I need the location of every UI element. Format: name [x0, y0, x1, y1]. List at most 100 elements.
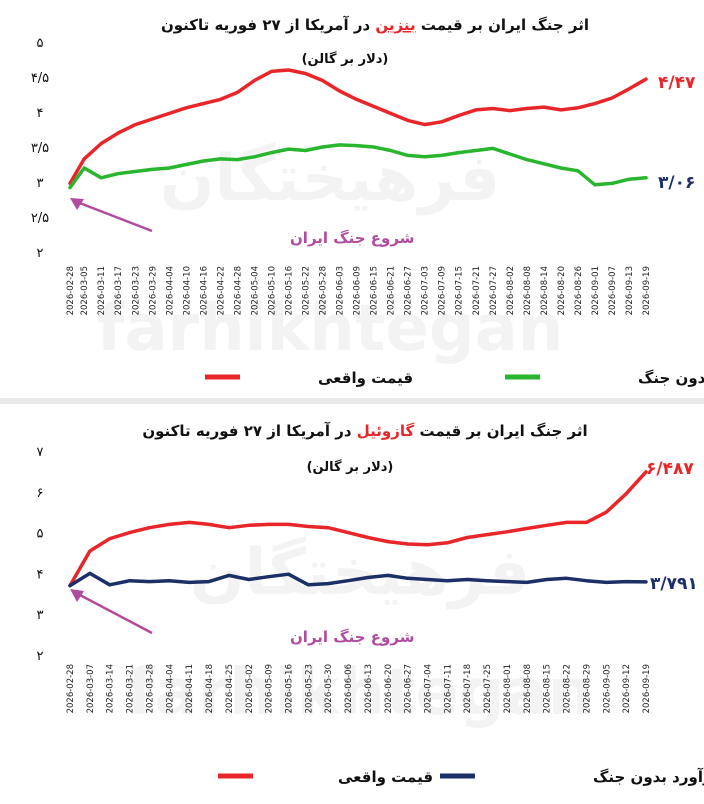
x-tick-label: 2026-07-18	[463, 664, 473, 713]
chart-subtitle: (دلار بر گالن)	[302, 51, 389, 67]
watermark: فرهیختگان	[160, 141, 500, 216]
actual-price-point	[253, 79, 256, 82]
x-tick-label: 2026-08-14	[540, 266, 550, 315]
x-tick-label: 2026-07-27	[489, 266, 499, 315]
no-war-estimate-point	[68, 584, 72, 587]
legend-baseline-label: برآورد بدون جنگ	[638, 369, 704, 387]
y-tick-label: ۵	[37, 36, 44, 51]
y-axis-ticks: ۲ ۲/۵ ۳ ۳/۵ ۴ ۴/۵ ۵	[31, 36, 49, 261]
actual-price-point	[465, 536, 469, 539]
panel-divider	[0, 398, 704, 404]
no-war-estimate-point	[287, 572, 290, 576]
legend-baseline-label: برآورد بدون جنگ	[593, 768, 704, 786]
actual-price-point	[338, 89, 341, 93]
x-tick-label: 2026-07-11	[443, 664, 453, 713]
actual-price-point	[423, 123, 427, 126]
no-war-estimate-point	[446, 579, 449, 583]
actual-price-point	[287, 523, 290, 526]
x-tick-label: 2026-06-27	[404, 266, 414, 315]
no-war-estimate-point	[116, 172, 120, 176]
y-tick-label: ۵	[37, 527, 44, 542]
no-war-estimate-point	[167, 166, 171, 170]
no-war-estimate-point	[624, 580, 628, 583]
x-tick-label: 2026-04-22	[216, 266, 226, 315]
actual-price-point	[202, 102, 205, 105]
x-tick-label: 2026-06-20	[384, 664, 394, 713]
x-tick-label: 2026-08-15	[543, 664, 553, 713]
actual-price-point	[593, 102, 597, 105]
x-tick-label: 2026-08-29	[582, 664, 592, 713]
actual-price-point	[306, 525, 310, 528]
no-war-estimate-point	[440, 154, 444, 157]
actual-price-point	[219, 98, 222, 101]
x-tick-label: 2026-08-26	[574, 266, 584, 315]
actual-price-point	[525, 107, 529, 110]
x-tick-label: 2026-02-28	[66, 266, 76, 315]
y-tick-label: ۳	[37, 176, 44, 191]
no-war-estimate-point	[82, 166, 86, 170]
x-axis-ticks: 2026-02-28 2026-03-05 2026-03-11 2026-03-17…	[66, 266, 652, 315]
x-tick-label: 2026-06-09	[353, 266, 363, 315]
no-war-estimate-point	[68, 186, 72, 190]
x-tick-label: 2026-08-01	[503, 664, 513, 713]
actual-price-point	[372, 105, 375, 108]
no-war-estimate-point	[128, 579, 132, 583]
no-war-estimate-point	[267, 575, 270, 579]
x-tick-label: 2026-06-13	[364, 664, 374, 713]
no-war-estimate-line	[68, 571, 648, 588]
actual-price-point	[406, 542, 410, 546]
actual-price-point	[525, 527, 529, 530]
actual-price-point	[184, 106, 188, 110]
annotation-arrowhead	[70, 198, 84, 210]
actual-price-point	[585, 521, 588, 524]
legend-actual-label: قیمت واقعی	[338, 768, 433, 786]
no-war-estimate-point	[326, 582, 330, 585]
no-war-estimate-point	[207, 580, 211, 583]
x-tick-label: 2026-05-10	[267, 266, 277, 315]
actual-end-label: ۴/۴۷	[658, 73, 696, 93]
baseline-end-label: ۳/۰۶	[658, 173, 695, 193]
no-war-estimate-point	[644, 176, 648, 180]
series-lines	[68, 470, 648, 588]
no-war-estimate-point	[593, 183, 597, 187]
actual-price-point	[355, 98, 358, 101]
no-war-estimate-point	[346, 579, 350, 583]
x-tick-label: 2026-09-05	[602, 664, 612, 713]
actual-price-point	[406, 119, 410, 122]
y-tick-label: ۲	[37, 246, 44, 261]
x-tick-label: 2026-03-17	[114, 266, 124, 315]
x-tick-label: 2026-06-15	[370, 266, 380, 315]
no-war-estimate-point	[474, 149, 478, 152]
no-war-estimate-point	[148, 580, 151, 583]
actual-price-point	[207, 523, 211, 526]
no-war-estimate-point	[465, 578, 469, 581]
no-war-estimate-point	[604, 581, 608, 584]
actual-price-point	[426, 543, 429, 547]
no-war-estimate-point	[167, 579, 171, 583]
y-tick-label: ۲/۵	[31, 211, 49, 226]
no-war-estimate-point	[366, 576, 370, 579]
x-tick-label: 2026-05-22	[302, 266, 312, 315]
actual-price-point	[287, 68, 290, 72]
chart-title: اثر جنگ ایران بر قیمت گازوئیل در آمریکا …	[142, 422, 587, 440]
y-tick-label: ۴/۵	[31, 71, 49, 86]
actual-price-point	[247, 523, 251, 527]
baseline-end-label: ۳/۷۹۱	[650, 574, 698, 594]
annotation-arrow	[77, 592, 153, 635]
no-war-estimate-point	[525, 581, 529, 584]
x-tick-label: 2026-09-12	[622, 664, 632, 713]
x-tick-label: 2026-08-08	[523, 266, 533, 315]
no-war-estimate-point	[491, 147, 495, 150]
x-tick-label: 2026-03-14	[106, 664, 116, 713]
x-tick-label: 2026-07-21	[472, 266, 482, 315]
actual-price-point	[304, 72, 307, 75]
actual-price-point	[604, 510, 608, 514]
watermark: فرهیختگان	[190, 535, 530, 610]
no-war-estimate-point	[270, 151, 273, 155]
actual-price-point	[491, 107, 495, 110]
y-tick-label: ۴	[37, 567, 44, 582]
no-war-estimate-point	[644, 580, 648, 584]
chart-title: اثر جنگ ایران بر قیمت بنزین در آمریکا از…	[161, 16, 589, 34]
actual-price-point	[366, 536, 370, 539]
x-tick-label: 2026-03-11	[97, 266, 107, 315]
